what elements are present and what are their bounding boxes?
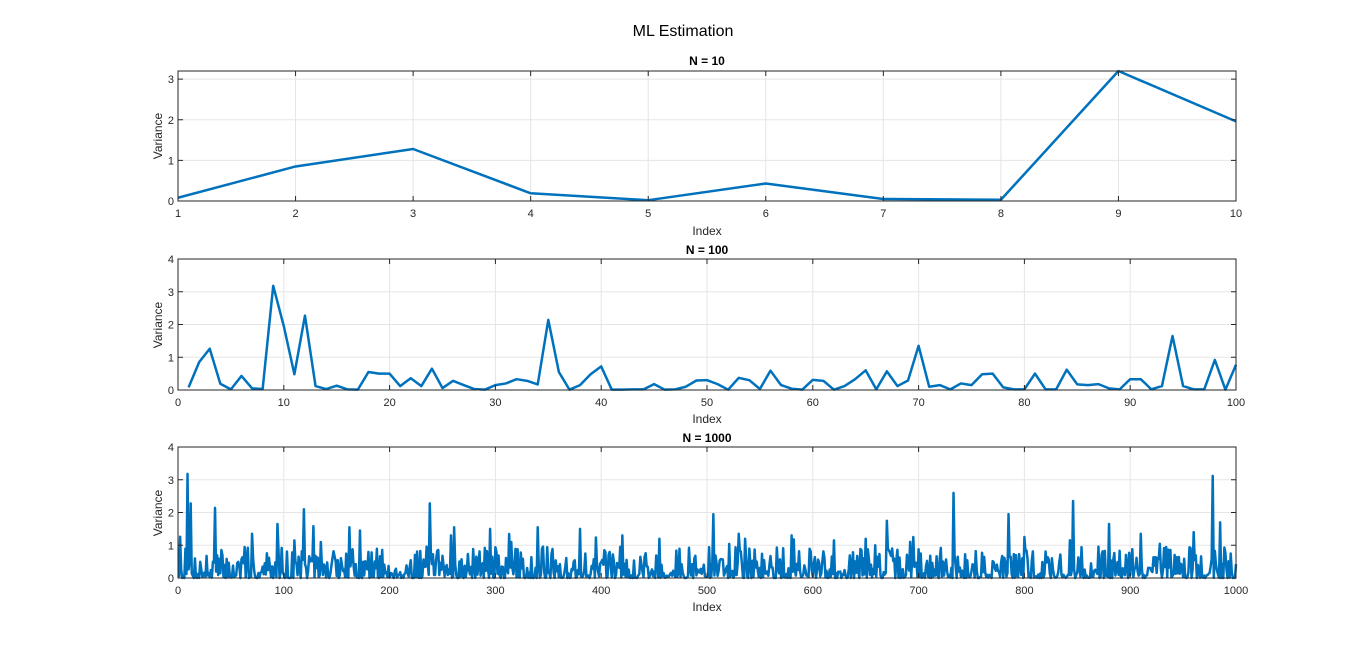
x-axis-label: Index xyxy=(692,412,721,426)
y-axis-label: Variance xyxy=(151,489,165,536)
y-axis-label: Variance xyxy=(151,301,165,348)
y-tick-label: 0 xyxy=(168,385,174,397)
variance-series-line xyxy=(177,472,1238,580)
x-tick-label: 2 xyxy=(292,208,298,220)
plot-area xyxy=(178,71,1236,201)
y-tick-label: 2 xyxy=(168,508,174,520)
subplot-n100: N = 100 Index Variance 0 10 20 30 40 50 60 70 80… xyxy=(151,243,1245,426)
x-tick-label: 200 xyxy=(380,585,398,597)
x-tick-label: 50 xyxy=(701,397,713,409)
x-tick-label: 1 xyxy=(175,208,181,220)
subplot-title: N = 10 xyxy=(689,54,725,68)
subplot-title: N = 100 xyxy=(686,243,729,257)
y-tick-label: 1 xyxy=(168,155,174,167)
y-tick-label: 1 xyxy=(168,540,174,552)
x-tick-label: 70 xyxy=(912,397,924,409)
y-tick-label: 1 xyxy=(168,352,174,364)
y-tick-label: 4 xyxy=(168,254,174,266)
x-tick-label: 90 xyxy=(1124,397,1136,409)
x-tick-label: 4 xyxy=(528,208,534,220)
y-tick-label: 0 xyxy=(168,196,174,208)
axes-frame xyxy=(177,70,1237,202)
y-tick-label: 3 xyxy=(168,475,174,487)
y-axis-label: Variance xyxy=(151,112,165,159)
y-tick-label: 0 xyxy=(168,573,174,585)
x-tick-label: 40 xyxy=(595,397,607,409)
x-tick-label: 10 xyxy=(1230,208,1242,220)
x-tick-label: 20 xyxy=(383,397,395,409)
x-tick-label: 5 xyxy=(645,208,651,220)
y-tick-label: 3 xyxy=(168,287,174,299)
x-tick-label: 100 xyxy=(275,585,293,597)
x-tick-label: 7 xyxy=(880,208,886,220)
x-tick-label: 6 xyxy=(763,208,769,220)
x-tick-label: 700 xyxy=(909,585,927,597)
x-axis-label: Index xyxy=(692,600,721,614)
y-tick-label: 2 xyxy=(168,320,174,332)
y-tick-label: 2 xyxy=(168,115,174,127)
x-tick-label: 0 xyxy=(175,585,181,597)
x-axis-label: Index xyxy=(692,224,721,238)
subplot-title: N = 1000 xyxy=(682,431,731,445)
variance-series-line xyxy=(187,284,1238,391)
y-tick-label: 4 xyxy=(168,442,174,454)
x-tick-label: 8 xyxy=(998,208,1004,220)
x-tick-label: 1000 xyxy=(1224,585,1248,597)
x-tick-label: 80 xyxy=(1018,397,1030,409)
x-tick-label: 400 xyxy=(592,585,610,597)
x-tick-label: 9 xyxy=(1115,208,1121,220)
x-tick-label: 800 xyxy=(1015,585,1033,597)
y-tick-label: 3 xyxy=(168,74,174,86)
subplot-n1000: N = 1000 Index Variance 0 100 200 300 400 500… xyxy=(151,431,1248,614)
x-tick-label: 3 xyxy=(410,208,416,220)
x-tick-label: 30 xyxy=(489,397,501,409)
variance-series-line xyxy=(177,69,1237,202)
x-tick-label: 600 xyxy=(804,585,822,597)
x-tick-label: 300 xyxy=(486,585,504,597)
x-tick-label: 500 xyxy=(698,585,716,597)
x-tick-label: 900 xyxy=(1121,585,1139,597)
x-tick-label: 60 xyxy=(807,397,819,409)
x-tick-label: 100 xyxy=(1227,397,1245,409)
figure-title: ML Estimation xyxy=(633,23,734,40)
x-tick-label: 10 xyxy=(278,397,290,409)
x-tick-label: 0 xyxy=(175,397,181,409)
